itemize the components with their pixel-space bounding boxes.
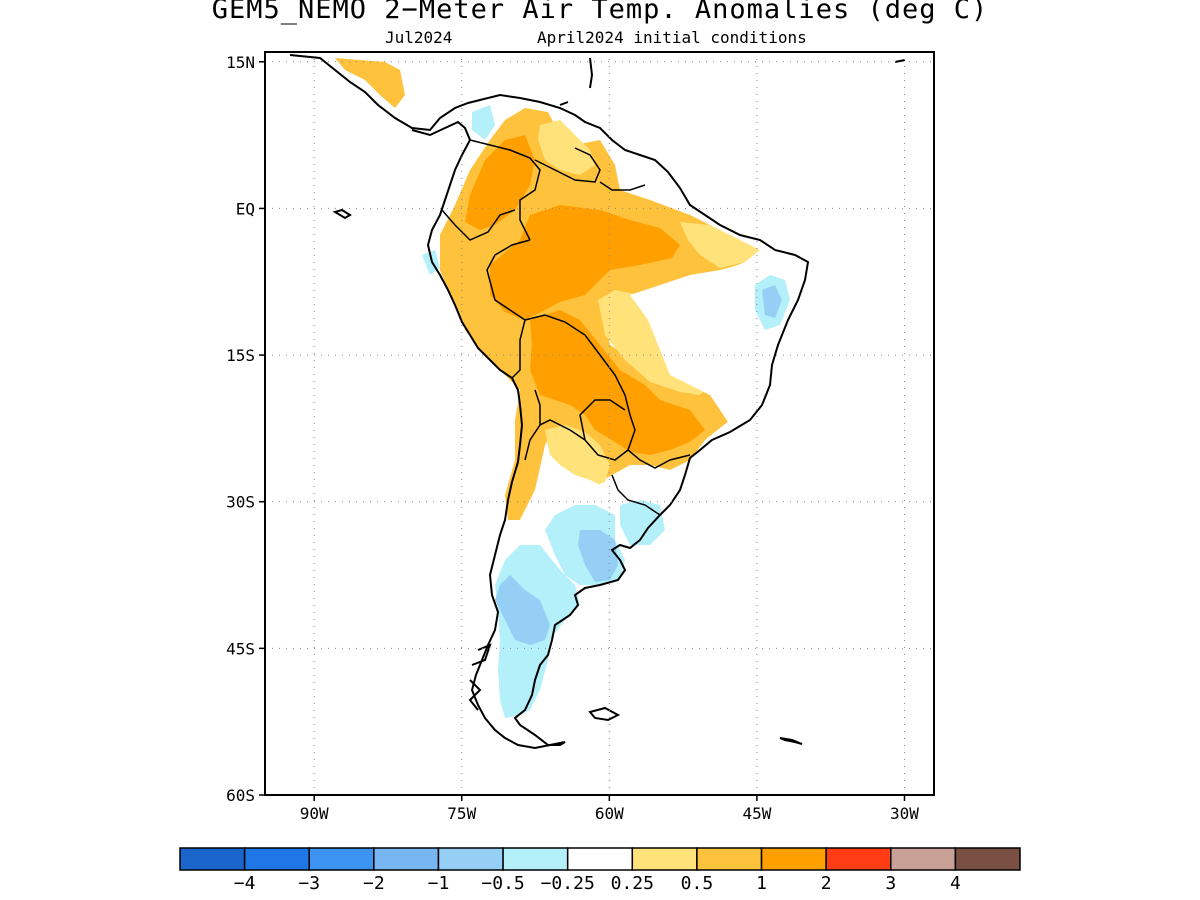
lon-tick-label: 75W [447, 804, 476, 823]
colorbar-swatch [825, 847, 892, 871]
colorbar-label: 1 [756, 873, 767, 894]
lon-axis: 90W 75W 60W 45W 30W [300, 795, 919, 823]
anomaly-region-blue-patagonia [495, 575, 550, 645]
anomaly-region-darkorange-south [530, 310, 705, 455]
initial-conditions: April2024 initial conditions [537, 28, 807, 47]
lat-tick-label: 15S [226, 346, 255, 365]
colorbar-swatch [760, 847, 827, 871]
colorbar-label: −0.25 [541, 873, 595, 894]
colorbar-label: −4 [234, 873, 256, 894]
lon-tick-label: 60W [595, 804, 624, 823]
colorbar-swatch [308, 847, 375, 871]
anomaly-region-yellow-northeast [680, 222, 760, 268]
galapagos-islands [332, 208, 352, 220]
lat-tick-label: EQ [236, 199, 255, 218]
chile-fjords [468, 643, 492, 711]
colorbar-swatch [179, 847, 246, 871]
lon-tick-label: 90W [300, 804, 329, 823]
colorbar-swatch [566, 847, 634, 871]
lon-tick-label: 45W [742, 804, 771, 823]
anomaly-region-darkorange-northwest [465, 135, 535, 230]
coastline-layer [289, 54, 906, 750]
anomaly-region-orange-central-america [335, 58, 405, 108]
anomaly-region-yellow-east [598, 290, 710, 395]
colorbar-label: −2 [363, 873, 385, 894]
lon-tick-label: 30W [890, 804, 919, 823]
chart-title: GEM5_NEMO 2−Meter Air Temp. Anomalies (d… [211, 0, 989, 25]
country-borders [441, 139, 691, 516]
colorbar-label: 0.5 [681, 873, 714, 894]
anomaly-region-yellow-guiana [538, 120, 595, 175]
colorbar-swatch [437, 847, 504, 871]
colorbar-label: 2 [821, 873, 832, 894]
colorbar-label: −1 [428, 873, 450, 894]
south-america-coastline [289, 54, 810, 750]
anomaly-region-lightblue-uruguay [620, 500, 665, 545]
colorbar-label: 4 [950, 873, 961, 894]
colorbar-swatch [373, 847, 440, 871]
forecast-month: Jul2024 [385, 28, 453, 47]
colorbar-swatch [631, 847, 698, 871]
lat-tick-label: 60S [226, 786, 255, 805]
colorbar: −4 −3 −2 −1 −0.5 −0.25 0.25 0.5 1 2 3 4 [179, 847, 1021, 894]
colorbar-swatch [954, 847, 1021, 871]
colorbar-label: 0.25 [611, 873, 654, 894]
colorbar-swatch [696, 847, 763, 871]
colorbar-swatch [890, 847, 957, 871]
colorbar-swatch [502, 847, 569, 871]
map-grid [265, 52, 934, 795]
anomaly-fill-layer [335, 58, 800, 718]
lat-tick-label: 30S [226, 493, 255, 512]
anomaly-region-lightblue-colombia [472, 105, 495, 140]
lat-tick-label: 15N [226, 53, 255, 72]
anomaly-region-yellow-chaco [545, 425, 610, 488]
anomaly-region-darkorange-amazon [490, 205, 680, 320]
colorbar-swatch [243, 847, 310, 871]
lat-axis: 15N EQ 15S 30S 45S 60S [226, 53, 265, 805]
falkland-islands [588, 706, 621, 722]
colorbar-label: −0.5 [481, 873, 524, 894]
caribbean-islands [559, 57, 906, 106]
anomaly-region-blue-northeast [762, 285, 782, 318]
map-frame [264, 51, 935, 796]
south-georgia [779, 737, 803, 745]
colorbar-label: 3 [885, 873, 896, 894]
colorbar-label: −3 [298, 873, 320, 894]
lat-tick-label: 45S [226, 639, 255, 658]
anomaly-region-blue-pampas [578, 530, 618, 582]
